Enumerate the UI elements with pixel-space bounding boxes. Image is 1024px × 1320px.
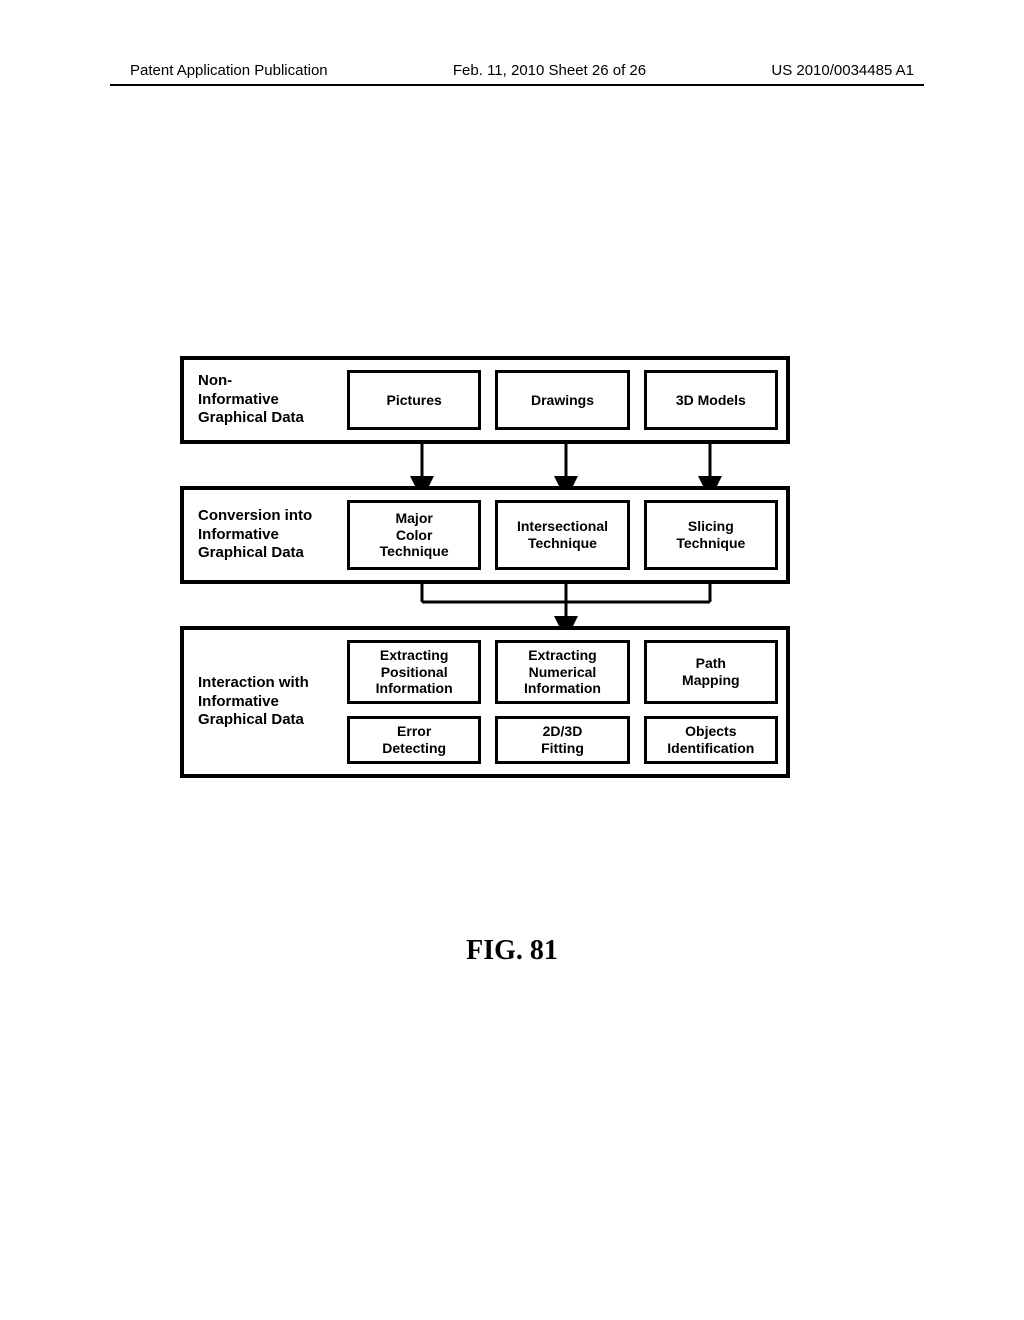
group-1-boxes: Pictures Drawings 3D Models: [347, 370, 778, 430]
flowchart-diagram: Non- Informative Graphical Data Pictures…: [180, 356, 790, 778]
group-interaction: Interaction with Informative Graphical D…: [180, 626, 790, 778]
arrows-g1-g2: [180, 444, 790, 486]
box-intersectional: Intersectional Technique: [495, 500, 629, 570]
arrows-g2-g3: [180, 584, 790, 626]
header-rule: [110, 84, 924, 86]
box-extracting-numerical: Extracting Numerical Information: [495, 640, 629, 704]
box-row: Pictures Drawings 3D Models: [347, 370, 778, 430]
box-2d3d-fitting: 2D/3D Fitting: [495, 716, 629, 764]
group-label-3: Interaction with Informative Graphical D…: [192, 640, 347, 764]
group-2-boxes: Major Color Technique Intersectional Tec…: [347, 500, 778, 570]
connector-gap-2: [180, 584, 790, 626]
connector-gap-1: [180, 444, 790, 486]
page-header: Patent Application Publication Feb. 11, …: [0, 62, 1024, 79]
group-non-informative: Non- Informative Graphical Data Pictures…: [180, 356, 790, 444]
group-label-2: Conversion into Informative Graphical Da…: [192, 500, 347, 570]
box-pictures: Pictures: [347, 370, 481, 430]
box-slicing: Slicing Technique: [644, 500, 778, 570]
box-3d-models: 3D Models: [644, 370, 778, 430]
box-drawings: Drawings: [495, 370, 629, 430]
header-left: Patent Application Publication: [130, 62, 328, 79]
box-row: Extracting Positional Information Extrac…: [347, 640, 778, 704]
header-right: US 2010/0034485 A1: [771, 62, 914, 79]
box-row: Major Color Technique Intersectional Tec…: [347, 500, 778, 570]
box-row: Error Detecting 2D/3D Fitting Objects Id…: [347, 716, 778, 764]
box-path-mapping: Path Mapping: [644, 640, 778, 704]
box-extracting-positional: Extracting Positional Information: [347, 640, 481, 704]
box-major-color: Major Color Technique: [347, 500, 481, 570]
box-objects-identification: Objects Identification: [644, 716, 778, 764]
group-3-boxes: Extracting Positional Information Extrac…: [347, 640, 778, 764]
box-error-detecting: Error Detecting: [347, 716, 481, 764]
header-center: Feb. 11, 2010 Sheet 26 of 26: [453, 62, 646, 79]
group-conversion: Conversion into Informative Graphical Da…: [180, 486, 790, 584]
figure-caption: FIG. 81: [0, 935, 1024, 967]
group-label-1: Non- Informative Graphical Data: [192, 370, 347, 430]
